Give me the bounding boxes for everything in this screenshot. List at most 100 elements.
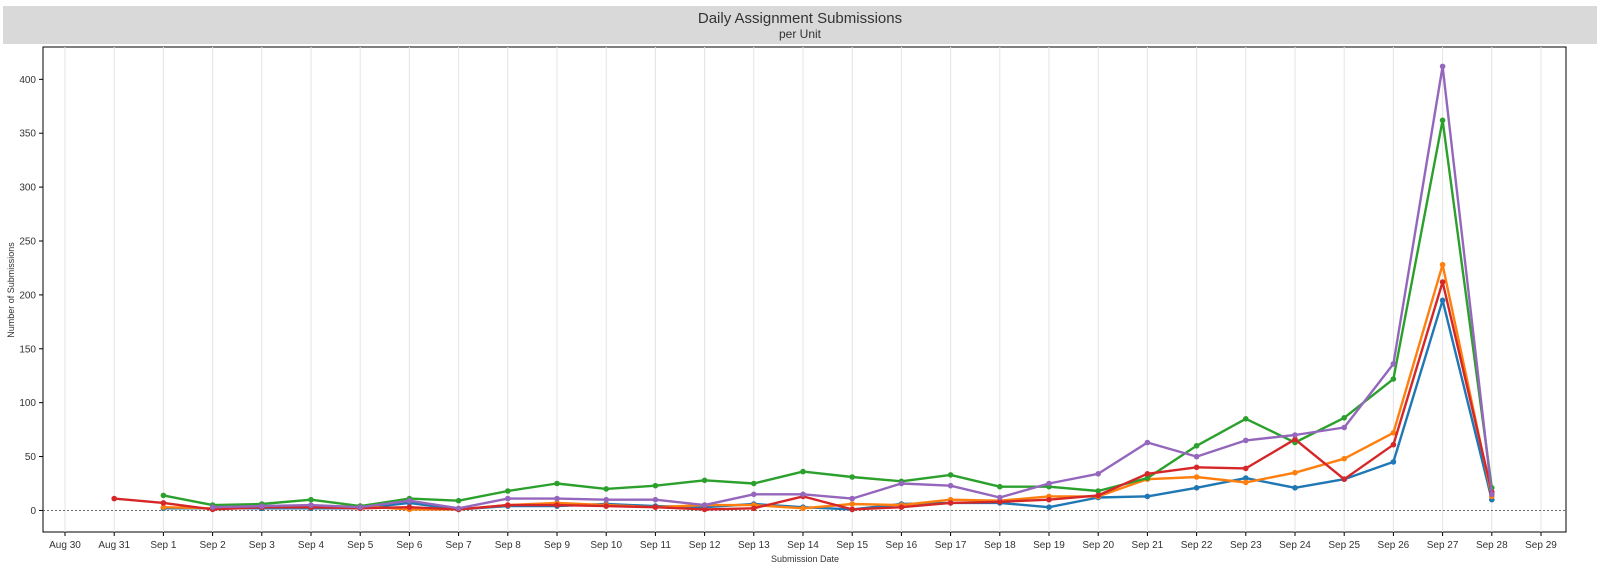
data-point[interactable] (1439, 117, 1446, 124)
data-point[interactable] (849, 506, 855, 513)
data-point[interactable] (160, 504, 167, 511)
data-point[interactable] (1292, 485, 1298, 491)
data-point[interactable] (1341, 415, 1347, 421)
data-point[interactable] (209, 504, 216, 511)
data-point[interactable] (455, 505, 462, 512)
data-point[interactable] (603, 503, 609, 509)
data-point[interactable] (1243, 416, 1249, 422)
data-point[interactable] (898, 504, 905, 511)
data-point[interactable] (800, 491, 806, 498)
data-point[interactable] (1390, 376, 1397, 382)
data-point[interactable] (1243, 479, 1249, 486)
data-point[interactable] (406, 497, 413, 504)
data-point[interactable] (1341, 424, 1347, 431)
data-point[interactable] (111, 495, 117, 502)
data-point[interactable] (1046, 496, 1052, 503)
data-point[interactable] (1439, 261, 1446, 268)
data-point[interactable] (997, 494, 1003, 501)
y-tick-label: 200 (19, 290, 36, 301)
data-point[interactable] (1390, 361, 1397, 367)
x-tick-label: Sep 26 (1378, 540, 1410, 551)
data-point[interactable] (1292, 436, 1298, 443)
data-point[interactable] (308, 496, 314, 503)
data-point[interactable] (652, 482, 659, 489)
data-point[interactable] (1095, 488, 1101, 494)
data-point[interactable] (505, 488, 511, 494)
data-point[interactable] (1144, 493, 1151, 500)
data-point[interactable] (1243, 465, 1249, 472)
data-point[interactable] (701, 477, 708, 484)
data-point[interactable] (1046, 480, 1052, 487)
data-point[interactable] (1489, 491, 1495, 498)
data-point[interactable] (1390, 441, 1397, 448)
x-tick-label: Sep 21 (1132, 540, 1164, 551)
data-point[interactable] (1243, 475, 1249, 481)
data-point[interactable] (652, 504, 659, 511)
data-point[interactable] (1193, 474, 1200, 480)
data-point[interactable] (1144, 475, 1151, 481)
data-point[interactable] (849, 474, 855, 480)
data-point[interactable] (1095, 471, 1101, 477)
data-point[interactable] (997, 499, 1003, 505)
data-point[interactable] (308, 502, 314, 508)
data-point[interactable] (800, 505, 806, 512)
data-point[interactable] (751, 480, 757, 487)
data-point[interactable] (1046, 504, 1052, 511)
x-tick-label: Sep 22 (1181, 540, 1213, 551)
data-point[interactable] (1390, 430, 1397, 436)
data-point[interactable] (1095, 492, 1101, 499)
data-point[interactable] (947, 472, 954, 478)
x-tick-label: Aug 31 (98, 540, 130, 551)
data-point[interactable] (849, 501, 855, 507)
data-point[interactable] (1341, 455, 1347, 462)
data-point[interactable] (1243, 437, 1249, 444)
y-tick-label: 350 (19, 129, 36, 140)
data-point[interactable] (259, 503, 265, 509)
data-point[interactable] (751, 505, 757, 512)
data-point[interactable] (701, 502, 708, 508)
x-tick-label: Sep 8 (495, 540, 522, 551)
data-point[interactable] (997, 483, 1003, 490)
data-point[interactable] (947, 500, 954, 506)
data-point[interactable] (1341, 476, 1347, 483)
data-point[interactable] (1144, 439, 1151, 446)
data-point[interactable] (1144, 471, 1151, 477)
x-axis-ticks: Aug 30 Aug 31 Sep 1 Sep 2 Sep 3 Sep 4 Sep 5 Sep… (49, 532, 1557, 551)
data-point[interactable] (603, 496, 609, 503)
data-point[interactable] (505, 495, 511, 502)
data-point[interactable] (751, 491, 757, 498)
data-point[interactable] (160, 500, 167, 506)
data-point[interactable] (898, 480, 905, 487)
data-point[interactable] (406, 504, 413, 511)
data-point[interactable] (701, 506, 708, 513)
data-point[interactable] (505, 502, 511, 508)
data-point[interactable] (1193, 464, 1200, 471)
data-point[interactable] (1193, 443, 1200, 449)
data-point[interactable] (1439, 279, 1446, 285)
data-point[interactable] (455, 497, 462, 504)
y-tick-label: 400 (19, 75, 36, 86)
data-point[interactable] (1193, 485, 1200, 491)
series-5 (209, 63, 1495, 512)
data-point[interactable] (800, 468, 806, 475)
data-point[interactable] (1193, 453, 1200, 460)
data-point[interactable] (554, 480, 560, 487)
chart-subtitle: per Unit (778, 27, 822, 41)
data-point[interactable] (1390, 459, 1397, 465)
x-tick-label: Sep 4 (298, 540, 325, 551)
data-point[interactable] (1439, 297, 1446, 304)
data-point[interactable] (1292, 469, 1298, 476)
data-point[interactable] (160, 492, 167, 499)
data-point[interactable] (849, 495, 855, 502)
data-point[interactable] (603, 486, 609, 492)
data-point[interactable] (1439, 63, 1446, 70)
data-point[interactable] (554, 502, 560, 508)
data-point[interactable] (357, 504, 364, 511)
data-point[interactable] (554, 495, 560, 502)
data-point[interactable] (652, 496, 659, 503)
data-point[interactable] (1292, 432, 1298, 438)
data-point[interactable] (947, 482, 954, 489)
x-tick-label: Sep 1 (150, 540, 177, 551)
y-tick-label: 300 (19, 183, 36, 194)
